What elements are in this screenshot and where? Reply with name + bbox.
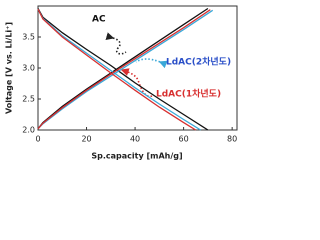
y-tick-label: 3.0: [22, 64, 35, 73]
series-label: LdAC(1차년도): [156, 88, 221, 100]
arrow: [105, 32, 127, 55]
y-tick-label: 2.0: [22, 126, 35, 135]
series-label: AC: [92, 15, 106, 25]
y-tick-label: 3.5: [22, 33, 35, 42]
x-axis-title: Sp.capacity [mAh/g]: [91, 152, 182, 161]
arrow: [120, 68, 153, 98]
series-line: [37, 7, 209, 131]
series-label: LdAC(2차년도): [166, 56, 231, 68]
x-tick-label: 40: [130, 135, 140, 144]
x-tick-label: 20: [81, 135, 91, 144]
x-tick-label: 60: [179, 135, 189, 144]
plot-frame: [37, 5, 238, 131]
series-line: [37, 8, 214, 131]
series-line: [37, 8, 211, 131]
arrow: [135, 58, 168, 69]
chart: Sp.capacity [mAh/g] Voltage [V vs. Li/Li…: [5, 5, 238, 161]
x-tick-label: 80: [227, 135, 237, 144]
y-tick-label: 2.5: [22, 95, 35, 104]
y-axis-title: Voltage [V vs. Li/Li⁺]: [5, 22, 14, 114]
x-tick-label: 0: [35, 135, 40, 144]
